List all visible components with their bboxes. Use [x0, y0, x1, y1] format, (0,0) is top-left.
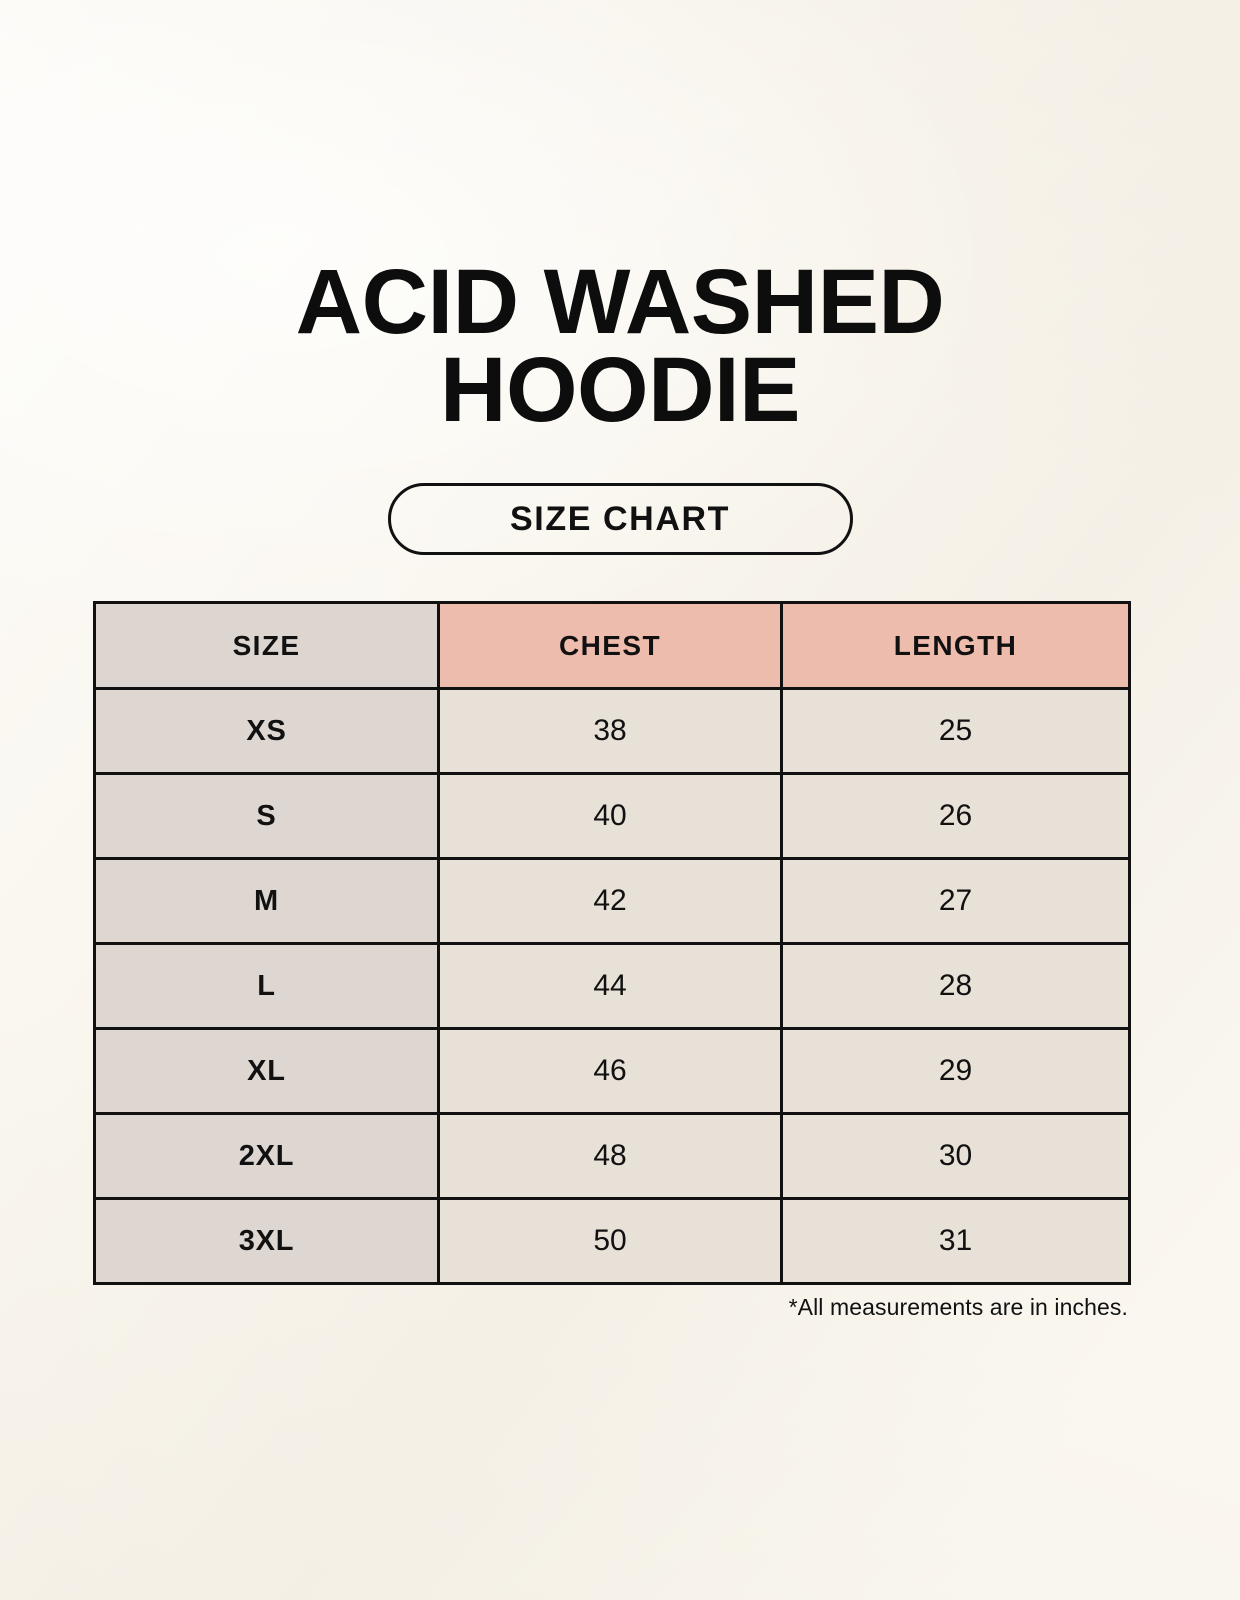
size-table-body: XS 38 25 S 40 26 M 42 27 L 44 28 — [93, 687, 1131, 1285]
column-header-length: LENGTH — [780, 601, 1131, 690]
cell-size: L — [93, 942, 440, 1030]
cell-length: 28 — [780, 942, 1131, 1030]
cell-size: XL — [93, 1027, 440, 1115]
cell-chest: 42 — [437, 857, 783, 945]
cell-size: XS — [93, 687, 440, 775]
table-row: 2XL 48 30 — [93, 1112, 1131, 1200]
size-table-head: SIZE CHEST LENGTH — [93, 601, 1131, 690]
measurements-footnote: *All measurements are in inches. — [788, 1294, 1128, 1320]
table-row: 3XL 50 31 — [93, 1197, 1131, 1285]
cell-size: 2XL — [93, 1112, 440, 1200]
page-title: ACID WASHED HOODIE — [295, 251, 945, 442]
cell-length: 31 — [780, 1197, 1131, 1285]
cell-length: 27 — [780, 857, 1131, 945]
cell-chest: 48 — [437, 1112, 783, 1200]
cell-chest: 50 — [437, 1197, 783, 1285]
cell-size: 3XL — [93, 1197, 440, 1285]
title-block: ACID WASHED HOODIE — [0, 251, 1240, 442]
size-chart-badge-label: SIZE CHART — [510, 499, 730, 538]
column-header-size: SIZE — [93, 601, 440, 690]
cell-chest: 44 — [437, 942, 783, 1030]
table-row: XL 46 29 — [93, 1027, 1131, 1115]
cell-size: S — [93, 772, 440, 860]
size-chart-badge: SIZE CHART — [387, 483, 853, 555]
table-row: L 44 28 — [93, 942, 1131, 1030]
table-header-row: SIZE CHEST LENGTH — [93, 601, 1131, 690]
cell-chest: 38 — [437, 687, 783, 775]
size-table-container: SIZE CHEST LENGTH XS 38 25 S 40 26 M — [93, 601, 1131, 1285]
size-table: SIZE CHEST LENGTH XS 38 25 S 40 26 M — [93, 601, 1131, 1285]
table-row: XS 38 25 — [93, 687, 1131, 775]
cell-length: 25 — [780, 687, 1131, 775]
table-row: S 40 26 — [93, 772, 1131, 860]
cell-size: M — [93, 857, 440, 945]
cell-length: 29 — [780, 1027, 1131, 1115]
cell-length: 30 — [780, 1112, 1131, 1200]
table-row: M 42 27 — [93, 857, 1131, 945]
badge-row: SIZE CHART — [0, 483, 1240, 555]
cell-length: 26 — [780, 772, 1131, 860]
cell-chest: 40 — [437, 772, 783, 860]
cell-chest: 46 — [437, 1027, 783, 1115]
column-header-chest: CHEST — [437, 601, 783, 690]
